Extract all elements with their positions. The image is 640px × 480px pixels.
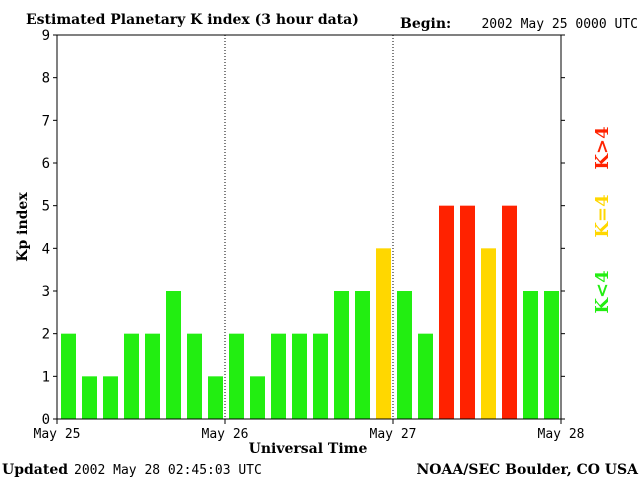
updated-label: Updated <box>2 462 68 478</box>
y-tick-label: 5 <box>42 199 50 215</box>
bar <box>145 333 160 419</box>
y-tick-label: 2 <box>42 327 50 343</box>
bar <box>271 333 286 419</box>
bar <box>334 291 349 419</box>
bar <box>502 205 517 419</box>
bar <box>103 376 118 419</box>
x-tick-label: May 25 <box>34 427 81 442</box>
bar <box>376 248 391 419</box>
x-axis-label: Universal Time <box>249 441 368 457</box>
plot-area: 0 1 2 3 4 5 6 7 8 9 May 25 May 26 May 27 May 28 <box>34 28 585 442</box>
legend-below: K<4 <box>592 270 613 313</box>
y-tick-label: 1 <box>42 369 50 385</box>
y-tick-label: 9 <box>42 28 50 44</box>
y-tick-label: 4 <box>42 241 50 257</box>
bar <box>250 376 265 419</box>
bar <box>481 248 496 419</box>
bar <box>208 376 223 419</box>
bar <box>187 333 202 419</box>
begin-label: Begin: <box>400 16 451 32</box>
y-tick-label: 0 <box>42 412 50 428</box>
bar <box>397 291 412 419</box>
legend-above: K>4 <box>592 126 613 169</box>
bar <box>229 333 244 419</box>
x-tick-label: May 27 <box>370 427 417 442</box>
source-credit: NOAA/SEC Boulder, CO USA <box>417 462 640 478</box>
y-axis-label: Kp index <box>15 192 31 262</box>
bar <box>460 205 475 419</box>
y-tick-label: 8 <box>42 71 50 87</box>
x-tick-label: May 28 <box>538 427 585 442</box>
bar <box>418 333 433 419</box>
plot-frame <box>56 34 562 420</box>
bar <box>313 333 328 419</box>
bar <box>439 205 454 419</box>
x-tick-label: May 26 <box>202 427 249 442</box>
legend-equal: K=4 <box>592 194 613 237</box>
begin-value: 2002 May 25 0000 UTC <box>481 17 638 32</box>
bar <box>82 376 97 419</box>
y-tick-label: 3 <box>42 284 50 300</box>
bar <box>166 291 181 419</box>
bar <box>124 333 139 419</box>
bar <box>544 291 559 419</box>
chart-title: Estimated Planetary K index (3 hour data… <box>26 12 359 28</box>
bar <box>355 291 370 419</box>
y-tick-label: 6 <box>42 156 50 172</box>
y-tick-label: 7 <box>42 113 50 129</box>
bar <box>61 333 76 419</box>
bar <box>523 291 538 419</box>
updated-value: 2002 May 28 02:45:03 UTC <box>74 463 262 478</box>
bar <box>292 333 307 419</box>
